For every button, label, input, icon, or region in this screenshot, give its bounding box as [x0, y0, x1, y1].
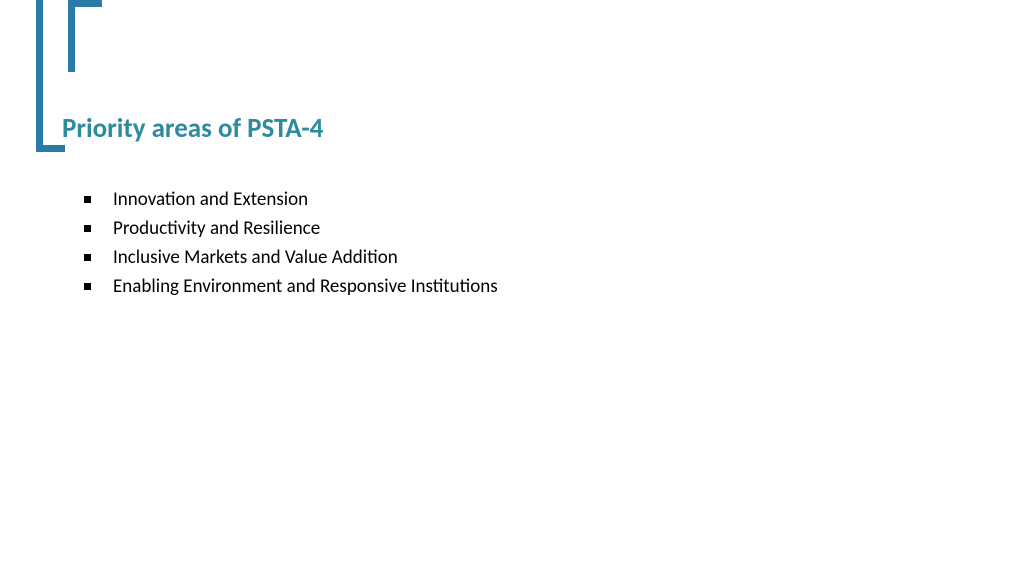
bullet-marker-icon	[84, 283, 91, 290]
list-item: Productivity and Resilience	[84, 217, 498, 240]
list-item: Enabling Environment and Responsive Inst…	[84, 275, 498, 298]
list-item: Inclusive Markets and Value Addition	[84, 246, 498, 269]
bullet-marker-icon	[84, 254, 91, 261]
bullet-marker-icon	[84, 196, 91, 203]
bullet-text: Enabling Environment and Responsive Inst…	[113, 275, 498, 298]
slide-title: Priority areas of PSTA-4	[62, 112, 323, 145]
bullet-marker-icon	[84, 225, 91, 232]
list-item: Innovation and Extension	[84, 188, 498, 211]
bullet-list: Innovation and Extension Productivity an…	[84, 188, 498, 304]
bullet-text: Innovation and Extension	[113, 188, 308, 211]
bullet-text: Productivity and Resilience	[113, 217, 320, 240]
bullet-text: Inclusive Markets and Value Addition	[113, 246, 398, 269]
